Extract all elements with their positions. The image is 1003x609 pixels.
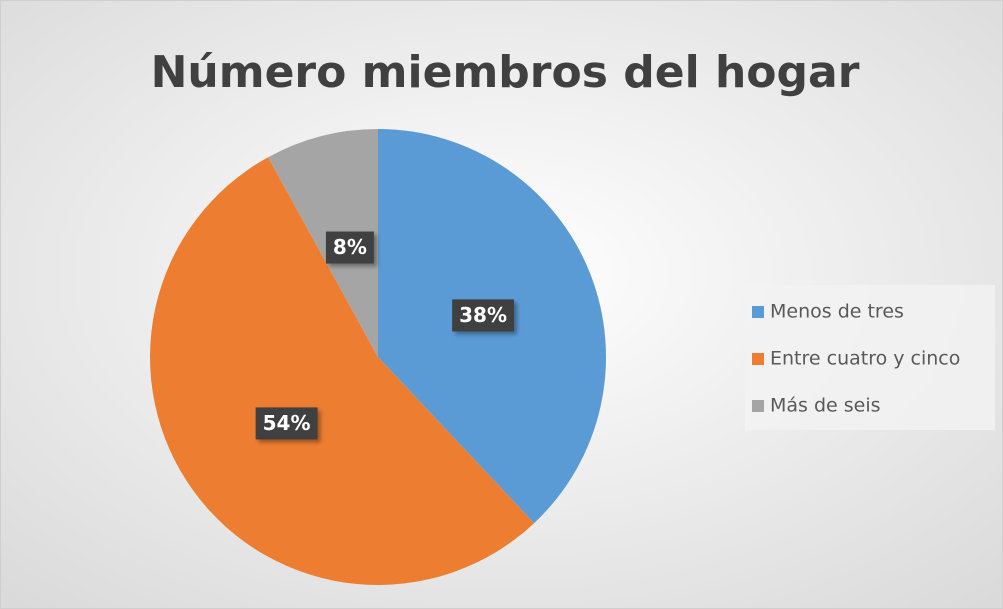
pie-slice xyxy=(150,157,535,585)
data-label-box xyxy=(325,231,374,264)
legend-label: Menos de tres xyxy=(770,301,904,323)
legend-swatch xyxy=(752,353,764,365)
legend-label: Más de seis xyxy=(770,395,881,417)
legend-swatch xyxy=(752,306,764,318)
legend-box xyxy=(745,285,995,430)
data-label: 54% xyxy=(255,407,318,440)
data-label-box xyxy=(255,407,318,440)
data-label-text: 8% xyxy=(333,235,367,259)
data-label: 8% xyxy=(325,231,374,264)
data-label-text: 38% xyxy=(459,303,507,327)
data-label-box xyxy=(452,299,515,332)
pie-slice xyxy=(268,129,378,357)
chart-title: Número miembros del hogar xyxy=(151,47,860,98)
legend-swatch xyxy=(752,400,764,412)
data-label-text: 54% xyxy=(263,411,311,435)
legend-label: Entre cuatro y cinco xyxy=(770,348,960,370)
data-label: 38% xyxy=(452,299,515,332)
